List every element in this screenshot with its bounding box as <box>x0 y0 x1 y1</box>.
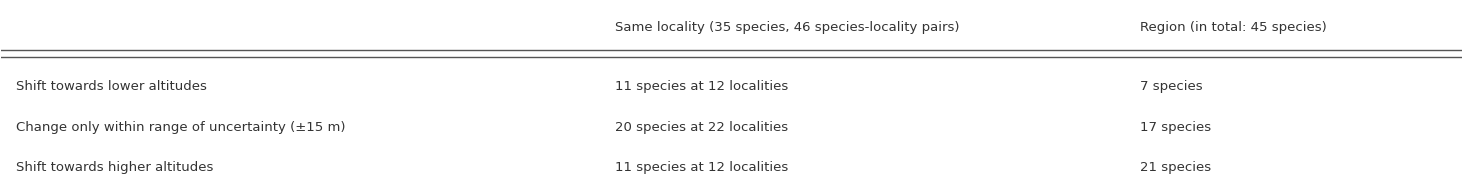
Text: Same locality (35 species, 46 species-locality pairs): Same locality (35 species, 46 species-lo… <box>614 21 960 34</box>
Text: 20 species at 22 localities: 20 species at 22 localities <box>614 121 787 134</box>
Text: 21 species: 21 species <box>1140 161 1211 174</box>
Text: Shift towards higher altitudes: Shift towards higher altitudes <box>16 161 214 174</box>
Text: Region (in total: 45 species): Region (in total: 45 species) <box>1140 21 1327 34</box>
Text: 17 species: 17 species <box>1140 121 1211 134</box>
Text: Shift towards lower altitudes: Shift towards lower altitudes <box>16 80 206 93</box>
Text: 11 species at 12 localities: 11 species at 12 localities <box>614 161 789 174</box>
Text: 11 species at 12 localities: 11 species at 12 localities <box>614 80 789 93</box>
Text: 7 species: 7 species <box>1140 80 1203 93</box>
Text: Change only within range of uncertainty (±15 m): Change only within range of uncertainty … <box>16 121 345 134</box>
